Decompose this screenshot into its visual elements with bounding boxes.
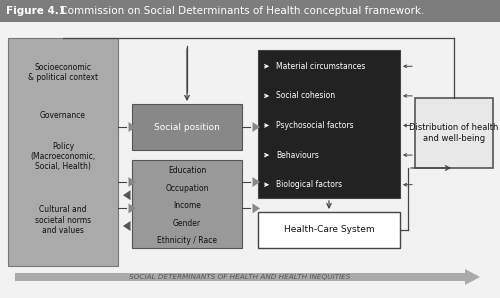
Text: Social position: Social position: [154, 122, 220, 131]
Bar: [258, 50, 400, 198]
Polygon shape: [128, 177, 136, 187]
Polygon shape: [128, 204, 136, 213]
Text: Socioeconomic
& political context: Socioeconomic & political context: [28, 63, 98, 82]
Polygon shape: [15, 269, 480, 285]
Text: Figure 4.1: Figure 4.1: [6, 6, 66, 16]
Text: Ethnicity / Race: Ethnicity / Race: [157, 236, 217, 246]
Text: Governance: Governance: [40, 111, 86, 120]
Polygon shape: [252, 177, 260, 187]
Polygon shape: [252, 122, 260, 132]
Text: Occupation: Occupation: [165, 184, 209, 193]
Bar: [132, 104, 242, 150]
Text: Policy
(Macroeconomic,
Social, Health): Policy (Macroeconomic, Social, Health): [30, 142, 96, 171]
Text: Commission on Social Determinants of Health conceptual framework.: Commission on Social Determinants of Hea…: [57, 6, 424, 16]
Text: SOCIAL DETERMINANTS OF HEALTH AND HEALTH INEQUITIES: SOCIAL DETERMINANTS OF HEALTH AND HEALTH…: [130, 274, 350, 280]
Text: Education: Education: [168, 166, 206, 175]
Polygon shape: [123, 221, 130, 231]
Polygon shape: [128, 122, 136, 132]
Bar: [132, 160, 242, 248]
Text: Behaviours: Behaviours: [276, 150, 319, 160]
Text: Income: Income: [173, 201, 201, 210]
Polygon shape: [252, 204, 260, 213]
Bar: [415, 98, 493, 168]
Text: Health-Care System: Health-Care System: [284, 226, 374, 235]
Text: Gender: Gender: [173, 219, 201, 228]
Text: Biological factors: Biological factors: [276, 180, 342, 189]
Text: Psychosocial factors: Psychosocial factors: [276, 121, 353, 130]
Text: Distribution of health
and well-being: Distribution of health and well-being: [410, 123, 498, 143]
Text: Cultural and
societal norms
and values: Cultural and societal norms and values: [35, 206, 91, 235]
Bar: [8, 38, 118, 266]
Text: Material circumstances: Material circumstances: [276, 62, 366, 71]
Text: Social cohesion: Social cohesion: [276, 91, 335, 100]
Polygon shape: [123, 190, 130, 200]
Bar: [258, 212, 400, 248]
Bar: [0, 0, 500, 22]
